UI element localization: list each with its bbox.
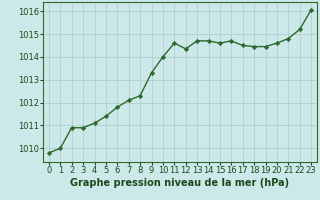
X-axis label: Graphe pression niveau de la mer (hPa): Graphe pression niveau de la mer (hPa) [70, 178, 290, 188]
